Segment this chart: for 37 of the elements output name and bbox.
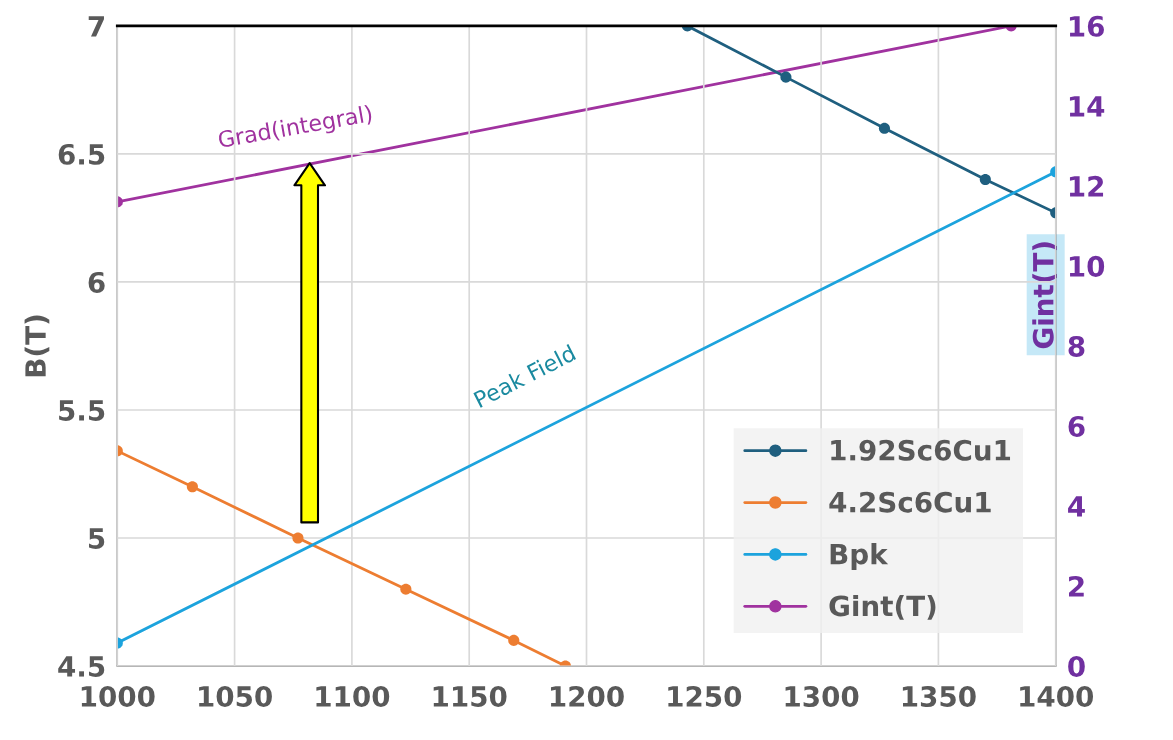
x-tick-label: 1100 <box>316 685 390 707</box>
x-tick-label: 1150 <box>433 685 507 707</box>
y-axis-title: B(T) <box>24 315 50 377</box>
y2-tick-label: 6 <box>1068 415 1085 437</box>
x-tick-label: 1350 <box>902 685 976 707</box>
y2-tick-label: 8 <box>1068 335 1085 357</box>
point <box>508 634 520 646</box>
x-tick-label: 1300 <box>785 685 859 707</box>
point <box>780 71 792 83</box>
y2-tick-label: 0 <box>1068 655 1085 677</box>
point <box>979 173 991 186</box>
x-tick-label: 1200 <box>550 685 624 707</box>
point <box>878 122 890 134</box>
y2-tick-label: 14 <box>1069 96 1105 117</box>
y2-tick-label: 12 <box>1069 175 1104 197</box>
y2-tick-label: 2 <box>1069 575 1084 597</box>
y2-tick-label: 16 <box>1069 15 1104 37</box>
legend-label: 4.2Sc6Cu1 <box>829 491 991 513</box>
y-tick-label: 6.5 <box>58 143 105 165</box>
x-tick-label: 1000 <box>81 685 155 707</box>
y2-axis-title: Gint(T) <box>1032 242 1058 349</box>
x-tick-label: 1050 <box>199 685 272 707</box>
y2-tick-label: 4 <box>1068 496 1085 517</box>
legend-label: 1.92Sc6Cu1 <box>831 439 1011 461</box>
y-tick-label: 5 <box>89 528 105 549</box>
y-tick-label: 7 <box>88 16 104 37</box>
legend-label: Bpk <box>830 543 889 570</box>
x-tick-label: 1400 <box>1020 685 1094 707</box>
y-tick-label: 4.5 <box>58 656 105 677</box>
x-tick-label: 1250 <box>668 685 742 707</box>
y-tick-label: 6 <box>88 271 105 293</box>
legend-label: Gint(T) <box>829 594 936 620</box>
annotation: Peak Field <box>473 344 577 408</box>
point <box>400 583 412 595</box>
y-tick-label: 5.5 <box>59 400 105 421</box>
point <box>292 532 304 544</box>
y2-tick-label: 10 <box>1069 255 1105 277</box>
